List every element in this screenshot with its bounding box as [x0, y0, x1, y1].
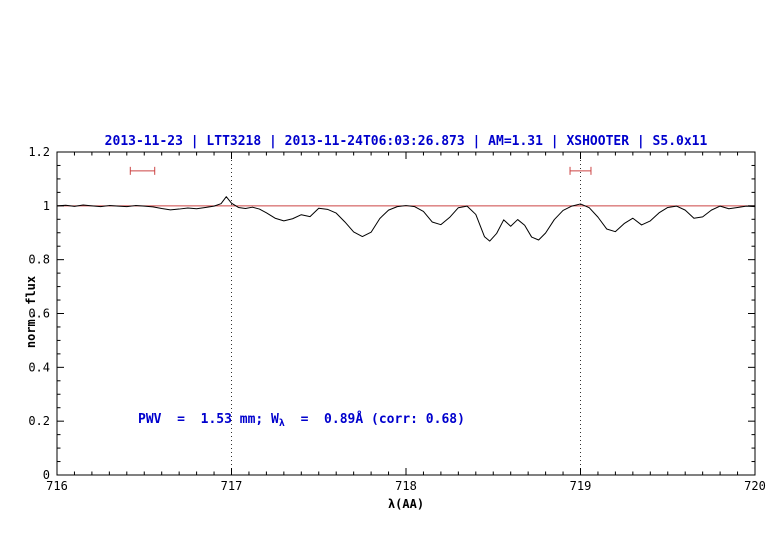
y-tick-label: 0 [43, 468, 50, 482]
y-tick-label: 0.4 [28, 360, 50, 374]
annotation-lambda-subscript: λ [278, 418, 285, 429]
x-tick-label: 720 [744, 479, 766, 493]
y-tick-label: 1 [43, 199, 50, 213]
y-tick-label: 0.8 [28, 253, 50, 267]
x-tick-label: 717 [221, 479, 243, 493]
y-tick-label: 1.2 [28, 145, 50, 159]
x-tick-label: 718 [395, 479, 417, 493]
annotation-text-right: = 0.89Å (corr: 0.68) [284, 412, 465, 427]
x-tick-label: 716 [46, 479, 68, 493]
x-axis-label: λ(AA) [387, 497, 425, 511]
x-tick-label: 719 [570, 479, 592, 493]
spectrum-line [56, 196, 756, 242]
pwv-annotation: PWV = 1.53 mm; Wλ = 0.89Å (corr: 0.68) [138, 412, 465, 429]
plot-title: 2013-11-23 | LTT3218 | 2013-11-24T06:03:… [104, 134, 708, 149]
y-axis-label: norm. flux [24, 275, 38, 349]
y-tick-label: 0.2 [28, 414, 50, 428]
y-tick-label: 0.6 [28, 307, 50, 321]
annotation-text-left: PWV = 1.53 mm; W [138, 412, 279, 427]
